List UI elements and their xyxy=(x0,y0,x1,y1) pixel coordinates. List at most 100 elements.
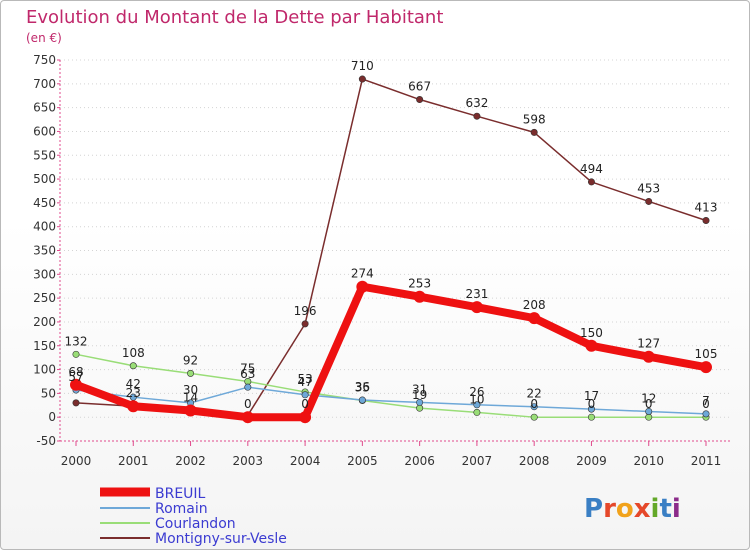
data-label-courlandon: 0 xyxy=(645,397,653,411)
data-point-montigny-sur-vesle xyxy=(416,96,424,104)
data-label-montigny-sur-vesle: 632 xyxy=(465,96,488,110)
y-tick-label: 0 xyxy=(48,410,56,424)
data-label-montigny-sur-vesle: 453 xyxy=(637,181,660,195)
series-line-breuil xyxy=(72,282,710,422)
y-tick-label: 550 xyxy=(33,148,56,162)
y-tick-label: 50 xyxy=(41,386,56,400)
data-label-courlandon: 35 xyxy=(355,381,370,395)
data-label-courlandon: 132 xyxy=(65,334,88,348)
data-point-romain xyxy=(301,391,309,399)
data-label-courlandon: 92 xyxy=(183,353,198,367)
data-point-breuil xyxy=(127,400,140,413)
y-tick-label: 250 xyxy=(33,291,56,305)
y-tick-label: 700 xyxy=(33,77,56,91)
x-tick-label: 2009 xyxy=(576,454,607,468)
data-label-courlandon: 0 xyxy=(588,397,596,411)
data-label-romain: 42 xyxy=(126,377,141,391)
data-label-romain: 17 xyxy=(584,389,599,403)
data-label-romain: 7 xyxy=(702,394,710,408)
y-tick-label: 150 xyxy=(33,339,56,353)
legend-label-courlandon: Courlandon xyxy=(155,516,236,532)
data-label-breuil: 127 xyxy=(637,337,660,351)
data-label-courlandon: 108 xyxy=(122,346,145,360)
data-label-romain: 47 xyxy=(297,375,312,389)
legend-label-montigny-sur-vesle: Montigny-sur-Vesle xyxy=(155,531,287,547)
data-point-breuil xyxy=(528,312,541,325)
data-label-montigny-sur-vesle: 710 xyxy=(351,59,374,73)
x-tick-label: 2007 xyxy=(462,454,493,468)
data-point-breuil xyxy=(642,350,655,363)
data-label-breuil: 0 xyxy=(244,397,252,411)
data-point-montigny-sur-vesle xyxy=(358,75,366,83)
y-tick-label: 600 xyxy=(33,124,56,138)
data-label-breuil: 274 xyxy=(351,267,374,281)
data-point-breuil xyxy=(585,339,598,352)
x-tick-label: 2001 xyxy=(118,454,149,468)
data-point-romain xyxy=(416,398,424,406)
data-point-romain xyxy=(645,407,653,415)
data-label-montigny-sur-vesle: 413 xyxy=(695,200,718,214)
data-label-breuil: 150 xyxy=(580,326,603,340)
data-point-montigny-sur-vesle xyxy=(72,399,80,407)
data-point-montigny-sur-vesle xyxy=(473,112,481,120)
legend-label-romain: Romain xyxy=(155,501,208,517)
x-tick-label: 2003 xyxy=(233,454,264,468)
y-tick-label: 450 xyxy=(33,196,56,210)
data-point-courlandon xyxy=(187,369,195,377)
x-tick-label: 2004 xyxy=(290,454,321,468)
data-label-romain: 63 xyxy=(240,367,255,381)
data-label-breuil: 253 xyxy=(408,277,431,291)
x-tick-label: 2011 xyxy=(691,454,722,468)
data-point-montigny-sur-vesle xyxy=(645,197,653,205)
data-point-courlandon xyxy=(587,413,595,421)
series-layer xyxy=(70,75,712,424)
data-label-courlandon: 75 xyxy=(240,361,255,375)
data-point-breuil xyxy=(241,411,254,424)
grid xyxy=(60,59,730,442)
chart-subtitle: (en €) xyxy=(26,31,62,45)
data-point-courlandon xyxy=(129,362,137,370)
data-label-romain: 30 xyxy=(183,383,198,397)
data-label-montigny-sur-vesle: 598 xyxy=(523,112,546,126)
data-label-romain: 57 xyxy=(68,370,83,384)
data-label-breuil: 68 xyxy=(68,365,83,379)
series-line-romain xyxy=(75,386,707,415)
data-point-romain xyxy=(244,383,252,391)
data-label-breuil: 231 xyxy=(465,287,488,301)
data-point-breuil xyxy=(356,280,369,293)
y-tick-label: 750 xyxy=(33,53,56,67)
data-label-romain: 31 xyxy=(412,382,427,396)
data-label-montigny-sur-vesle: 196 xyxy=(294,304,317,318)
data-point-montigny-sur-vesle xyxy=(702,216,710,224)
data-point-montigny-sur-vesle xyxy=(587,178,595,186)
data-label-courlandon: 53 xyxy=(297,372,312,386)
data-label-courlandon: 0 xyxy=(530,397,538,411)
data-label-courlandon: 10 xyxy=(469,392,484,406)
data-label-romain: 36 xyxy=(355,380,370,394)
data-point-romain xyxy=(473,401,481,409)
legend: BREUIL Romain Courlandon Montigny-sur-Ve… xyxy=(100,486,287,547)
x-tick-label: 2006 xyxy=(404,454,435,468)
data-point-romain xyxy=(530,403,538,411)
data-label-romain: 12 xyxy=(641,391,656,405)
data-label-courlandon: 19 xyxy=(412,388,427,402)
x-tick-label: 2002 xyxy=(175,454,206,468)
data-label-romain: 22 xyxy=(527,387,542,401)
y-tick-label: 200 xyxy=(33,315,56,329)
data-label-breuil: 23 xyxy=(126,386,141,400)
data-point-breuil xyxy=(299,411,312,424)
data-point-romain xyxy=(358,396,366,404)
y-tick-label: 100 xyxy=(33,363,56,377)
data-point-montigny-sur-vesle xyxy=(301,320,309,328)
y-tick-label: 300 xyxy=(33,267,56,281)
x-tick-label: 2000 xyxy=(61,454,92,468)
axes: -500501001502002503003504004505005506006… xyxy=(33,53,730,468)
data-label-breuil: 208 xyxy=(523,298,546,312)
data-point-romain xyxy=(587,405,595,413)
data-point-breuil xyxy=(470,301,483,314)
data-label-breuil: 14 xyxy=(183,391,198,405)
data-label-courlandon: 0 xyxy=(702,397,710,411)
chart-title: Evolution du Montant de la Dette par Hab… xyxy=(26,7,443,28)
legend-label-breuil: BREUIL xyxy=(155,486,206,502)
